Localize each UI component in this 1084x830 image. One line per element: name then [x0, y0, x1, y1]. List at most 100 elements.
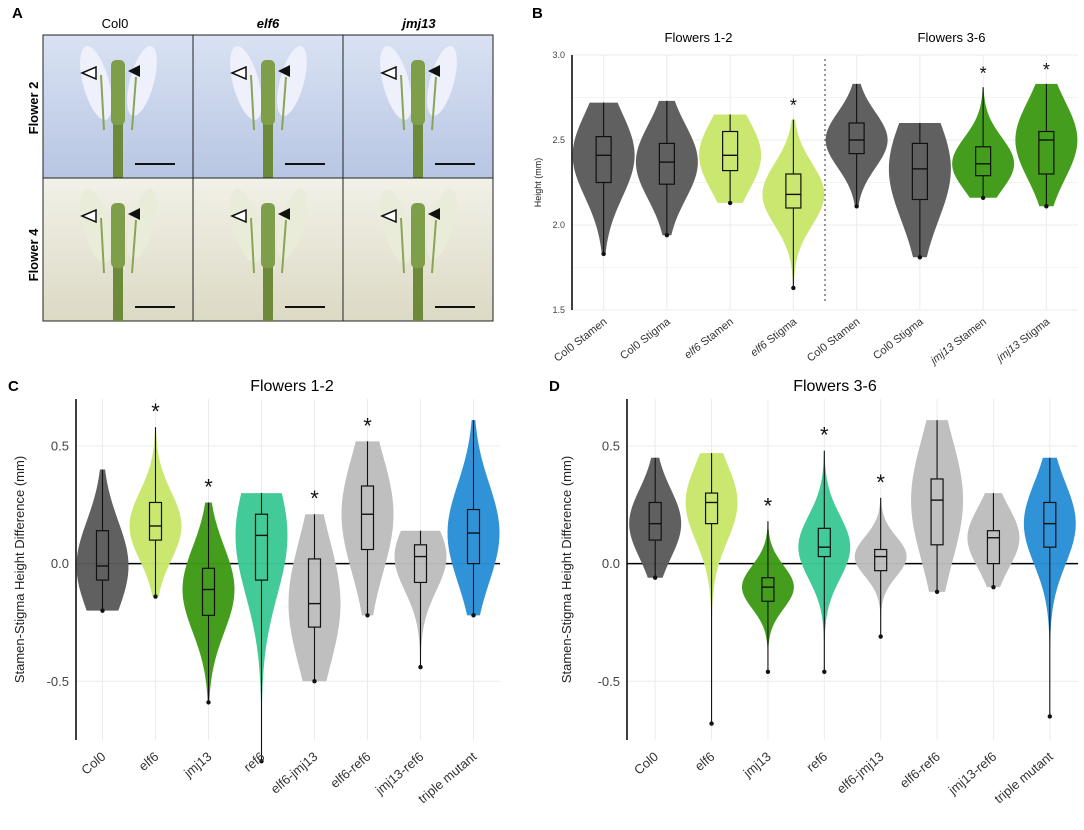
flower-stamen: [431, 76, 437, 131]
flower-pistil: [411, 203, 425, 268]
open-arrowhead: [80, 65, 97, 81]
flower-stamen: [100, 217, 105, 274]
outlier-point: [601, 251, 606, 257]
group-title: Flowers 1-2: [665, 30, 733, 45]
chart-d-svg: D Flowers 3-6 -0.5 0.0 0.5 Stamen-Stigma Heig…: [549, 378, 1078, 807]
violin-jmj13: [182, 502, 235, 703]
x-tick-label: jmj13: [180, 749, 214, 781]
filled-arrowhead: [128, 65, 140, 77]
box: [201, 567, 216, 616]
chart-title: Flowers 3-6: [793, 378, 877, 395]
x-tick-label: triple mutant: [991, 749, 1056, 807]
box: [1038, 130, 1055, 175]
violin-triple-mutant: [447, 420, 500, 616]
flower-pistil: [111, 60, 125, 125]
outlier-point: [765, 669, 771, 674]
flower-stalk: [413, 105, 423, 178]
x-tick-label: Col0 Stigma: [871, 315, 926, 362]
x-tick-label: jmj13-ref6: [945, 749, 1000, 798]
box: [658, 142, 675, 185]
box: [874, 548, 888, 572]
open-arrowhead: [230, 208, 247, 224]
box: [848, 122, 865, 155]
box: [930, 478, 944, 546]
panel-letter-b: B: [532, 5, 543, 22]
panel-letter-a: A: [12, 5, 23, 22]
outlier-point: [1044, 204, 1049, 209]
filled-arrowhead: [428, 65, 440, 77]
box: [1043, 501, 1057, 548]
x-tick-label: elf6: [692, 749, 718, 774]
x-tick-label: Col0 Stigma: [618, 315, 673, 362]
x-tick-label: elf6: [136, 749, 162, 774]
outlier-point: [652, 575, 658, 580]
chart-b: B 1.5 2.0 2.5 3.0 Height (mm) Col0 Stamen Col0 …: [530, 0, 1084, 380]
box: [817, 527, 831, 558]
y-tick-label: 0.5: [51, 439, 69, 454]
y-tick-label: -0.5: [598, 674, 620, 689]
flower-stalk: [113, 248, 123, 321]
outlier-point: [727, 200, 733, 206]
open-arrowhead: [380, 208, 397, 224]
outlier-point: [709, 721, 714, 726]
box: [595, 136, 612, 184]
outlier-point: [418, 664, 423, 670]
photo-row-label: Flower 2: [26, 82, 41, 135]
outlier-point: [259, 758, 264, 764]
x-tick-label: Col0: [631, 749, 661, 778]
flower-stalk: [413, 248, 423, 321]
flower-stamen: [250, 217, 255, 274]
outlier-point: [100, 608, 105, 613]
violin-elf6-ref6: [341, 441, 394, 616]
outlier-point: [822, 669, 827, 674]
photo-col-label: elf6: [257, 16, 280, 31]
violin-col0: [629, 457, 682, 578]
y-axis-label: Height (mm): [533, 158, 543, 208]
open-arrowhead: [80, 208, 97, 224]
filled-arrowhead: [278, 208, 290, 220]
violin-col0: [76, 469, 129, 611]
panel-letter-c: C: [8, 378, 19, 395]
significance-star: *: [204, 474, 213, 499]
y-axis-label: Stamen-Stigma Height Difference (mm): [12, 456, 27, 683]
chart-c: C Flowers 1-2 -0.5 0.0 0.5 Stamen-Stigma Heig…: [0, 375, 545, 825]
flower-pistil: [111, 203, 125, 268]
violin-jmj13-stigma: [1015, 83, 1078, 207]
box: [761, 577, 775, 602]
x-tick-label: Col0 Stamen: [805, 316, 863, 365]
significance-star: *: [310, 486, 319, 511]
flower-petal: [230, 189, 262, 263]
flower-petal: [80, 46, 112, 120]
box: [911, 142, 928, 201]
box: [722, 130, 739, 172]
box: [360, 485, 375, 551]
chart-d: D Flowers 3-6 -0.5 0.0 0.5 Stamen-Stigma Heig…: [545, 375, 1084, 825]
significance-star: *: [1043, 60, 1050, 80]
y-tick-label: -0.5: [47, 674, 69, 689]
outlier-point: [980, 195, 986, 200]
outlier-point: [206, 700, 211, 705]
flower-stamen: [400, 74, 405, 131]
significance-star: *: [980, 63, 987, 83]
filled-arrowhead: [278, 65, 290, 77]
significance-star: *: [151, 399, 160, 424]
flower-petal: [230, 46, 262, 120]
x-tick-label: elf6 Stamen: [682, 316, 736, 362]
x-tick-label: elf6-jmj13: [268, 749, 321, 797]
significance-star: *: [790, 96, 797, 116]
flower-stamen: [400, 217, 405, 274]
flower-petal: [380, 189, 412, 263]
y-tick-label: 0.0: [602, 556, 620, 571]
x-tick-label: jmj13 Stamen: [927, 316, 989, 368]
chart-c-svg: C Flowers 1-2 -0.5 0.0 0.5 Stamen-Stigma Heig…: [8, 378, 500, 806]
outlier-point: [934, 589, 940, 595]
box: [254, 513, 269, 581]
flower-stalk: [263, 105, 273, 178]
significance-star: *: [820, 423, 829, 448]
flower-pistil: [261, 60, 275, 125]
violin-col0-stamen: [572, 102, 635, 254]
flower-stamen: [100, 74, 105, 131]
flower-pistil: [411, 60, 425, 125]
x-tick-label: elf6-jmj13: [834, 749, 887, 797]
